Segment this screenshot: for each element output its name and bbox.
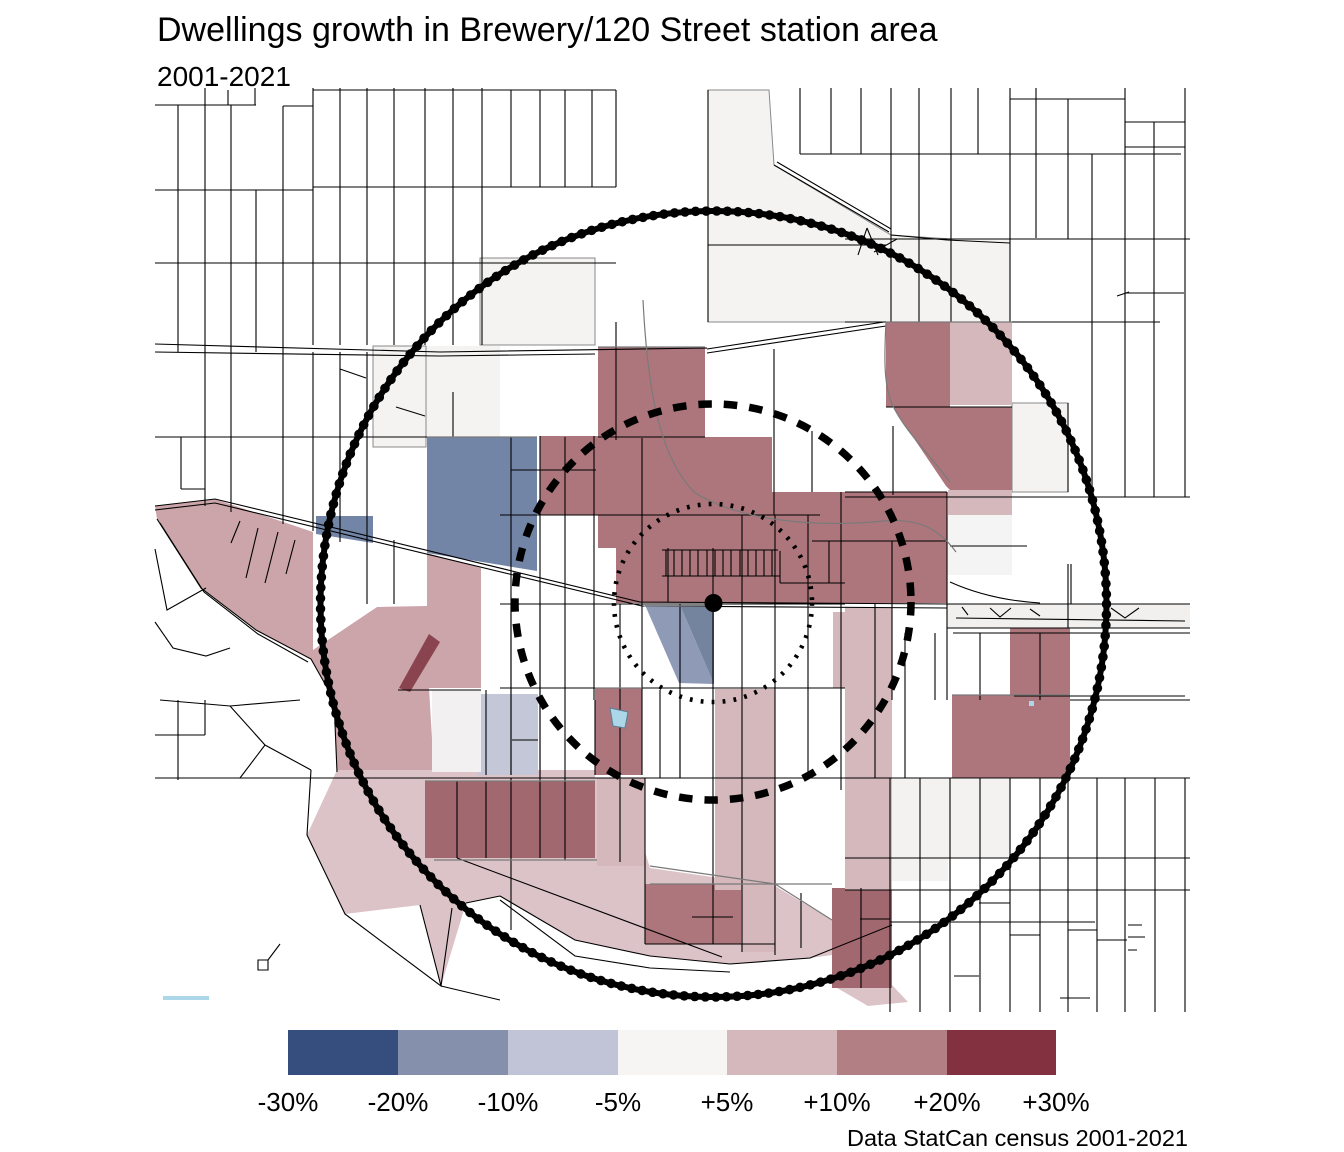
svg-text:+30%: +30% [1022,1087,1089,1117]
svg-text:-5%: -5% [595,1087,641,1117]
svg-text:+20%: +20% [913,1087,980,1117]
svg-text:Data StatCan census 2001-2021: Data StatCan census 2001-2021 [847,1125,1188,1151]
svg-text:+10%: +10% [803,1087,870,1117]
svg-text:+5%: +5% [701,1087,754,1117]
svg-text:-10%: -10% [478,1087,539,1117]
svg-text:-20%: -20% [368,1087,429,1117]
svg-text:-30%: -30% [258,1087,319,1117]
svg-text:2001-2021: 2001-2021 [157,61,291,92]
svg-text:Dwellings growth in Brewery/12: Dwellings growth in Brewery/120 Street s… [157,11,938,49]
